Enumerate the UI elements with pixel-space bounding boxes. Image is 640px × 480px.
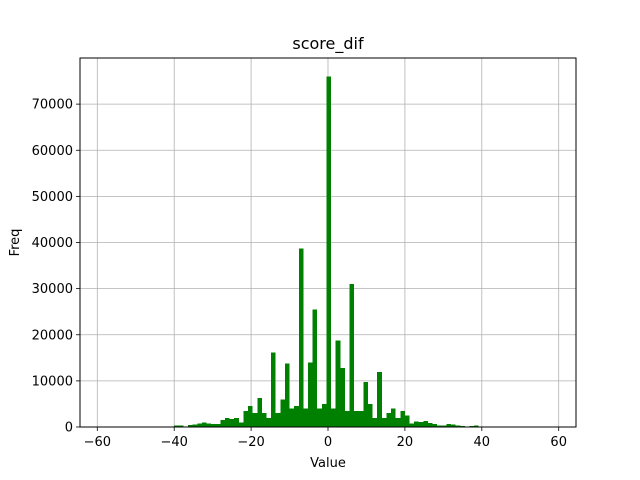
histogram-bar	[326, 76, 332, 427]
histogram-bar	[308, 362, 313, 427]
histogram-bar	[188, 425, 193, 427]
histogram-bar	[294, 406, 299, 427]
histogram-bar	[201, 422, 207, 427]
histogram-bar	[409, 423, 415, 427]
histogram-bar	[349, 284, 355, 427]
histogram-bar	[206, 423, 212, 427]
y-axis-label: Freq	[8, 229, 23, 257]
histogram-bar	[284, 363, 290, 427]
histogram-bar	[261, 413, 267, 427]
histogram-bar	[474, 425, 479, 427]
histogram-bar	[243, 410, 249, 427]
histogram-bar	[386, 413, 392, 427]
histogram-bar	[229, 419, 235, 427]
x-tick-label: −60	[84, 435, 111, 450]
histogram-bar	[331, 408, 336, 427]
histogram-bar	[432, 424, 438, 427]
histogram-bar	[303, 408, 309, 427]
histogram-bar	[344, 410, 350, 427]
histogram-bar	[455, 425, 461, 427]
histogram-bar	[197, 423, 202, 427]
histogram-bar	[266, 417, 272, 427]
x-tick-label: 60	[550, 435, 567, 450]
chart-title: score_dif	[292, 34, 364, 54]
histogram-bar	[418, 421, 424, 427]
histogram-bar	[400, 410, 405, 427]
histogram-bar	[234, 417, 239, 427]
y-tick-label: 10000	[32, 374, 73, 389]
histogram-bar	[174, 425, 179, 427]
y-tick-label: 70000	[32, 98, 73, 113]
histogram-bar	[377, 372, 382, 427]
histogram-bar	[381, 417, 387, 427]
histogram-bar	[312, 309, 318, 427]
histogram-bar	[395, 417, 401, 427]
histogram-bar	[321, 403, 327, 427]
histogram-bar	[367, 403, 373, 427]
histogram-bar	[248, 406, 253, 427]
histogram-bar	[414, 421, 419, 427]
histogram-bar	[257, 397, 262, 427]
histogram-bar	[220, 420, 225, 427]
histogram-bar	[427, 422, 433, 427]
histogram-bar	[178, 425, 184, 427]
histogram-bar	[275, 413, 281, 427]
histogram-bar	[441, 425, 447, 427]
histogram-bar	[363, 381, 368, 427]
bars	[174, 76, 479, 427]
histogram-bar	[340, 367, 345, 427]
y-tick-label: 50000	[32, 190, 73, 205]
histogram-bar	[211, 424, 216, 427]
x-tick-label: 0	[324, 435, 332, 450]
x-tick-label: 20	[397, 435, 414, 450]
histogram-bar	[224, 417, 230, 427]
histogram-bar	[280, 399, 285, 427]
histogram-bar	[289, 408, 295, 427]
x-tick-label: −20	[237, 435, 264, 450]
x-axis-label: Value	[310, 456, 346, 471]
histogram-bar	[354, 410, 359, 427]
ticks: −60 −40 −20 0 20 40 60 0 10000 20000 30000 40000 500…	[32, 98, 567, 450]
x-tick-label: 40	[474, 435, 491, 450]
histogram-bar	[391, 408, 396, 427]
histogram-bar	[192, 424, 198, 427]
histogram-bar	[252, 413, 258, 427]
histogram-bar	[451, 424, 456, 427]
histogram-bar	[335, 340, 341, 427]
histogram-bar	[298, 248, 304, 427]
histogram-bar	[238, 422, 244, 427]
y-tick-label: 30000	[32, 282, 73, 297]
y-tick-label: 60000	[32, 144, 73, 159]
histogram-bar	[437, 425, 442, 427]
x-tick-label: −40	[160, 435, 187, 450]
histogram-bar	[215, 423, 221, 427]
histogram-bar	[446, 424, 452, 427]
histogram-bar	[317, 408, 322, 427]
y-tick-label: 40000	[32, 236, 73, 251]
histogram-bar	[423, 421, 428, 427]
histogram-bar	[358, 410, 364, 427]
y-tick-label: 0	[65, 421, 73, 436]
histogram-bar	[372, 417, 378, 427]
y-tick-label: 20000	[32, 328, 73, 343]
histogram-bar	[404, 415, 410, 427]
histogram-bar	[271, 352, 276, 427]
